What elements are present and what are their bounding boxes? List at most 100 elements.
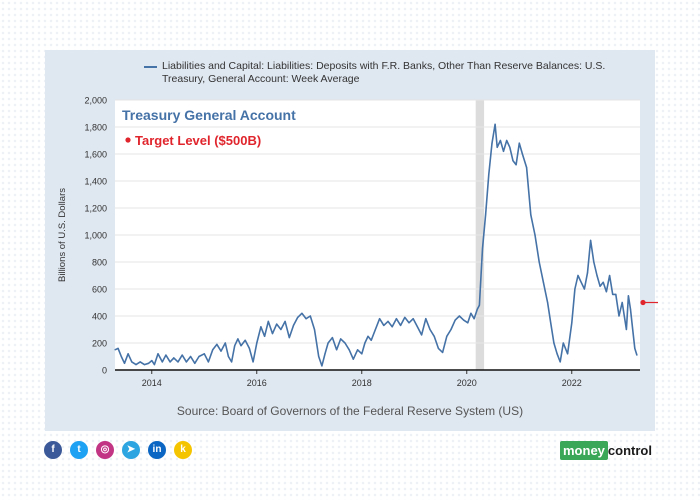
data-point [550, 322, 552, 324]
x-tick-label: 2018 [352, 378, 372, 388]
telegram-icon[interactable]: ➤ [122, 441, 140, 459]
data-point [153, 364, 155, 366]
data-point [521, 153, 524, 155]
data-point [212, 349, 214, 351]
data-point [252, 361, 254, 363]
data-point [502, 150, 505, 152]
data-point [577, 274, 579, 277]
data-point [194, 362, 196, 364]
facebook-icon[interactable]: f [44, 441, 62, 459]
data-point [567, 353, 569, 355]
data-point [240, 345, 242, 347]
legend-label: Liabilities and Capital: Liabilities: De… [162, 60, 606, 85]
data-point [463, 319, 465, 321]
data-point [284, 320, 286, 322]
data-point [446, 335, 448, 337]
data-point [120, 355, 122, 358]
data-point [237, 338, 239, 340]
x-tick-label: 2020 [457, 378, 477, 388]
data-point [496, 146, 498, 148]
data-point [395, 318, 397, 320]
twitter-icon[interactable]: t [70, 441, 88, 459]
data-point [331, 337, 333, 339]
data-point [181, 354, 183, 356]
data-point [207, 361, 209, 363]
data-point [169, 361, 171, 363]
data-point [400, 324, 402, 326]
data-point [494, 123, 496, 125]
data-point [571, 322, 573, 324]
data-point [127, 353, 129, 355]
y-tick-label: 1,400 [84, 177, 107, 187]
data-point [324, 353, 326, 355]
data-point [625, 328, 628, 331]
data-point [618, 315, 620, 317]
data-point [185, 361, 187, 363]
data-point [148, 362, 150, 364]
chart-annotation-title: Treasury General Account [122, 107, 296, 123]
data-point [586, 272, 589, 274]
data-point [227, 355, 229, 358]
y-tick-label: 2,000 [84, 96, 107, 106]
data-point [530, 214, 532, 216]
data-point [379, 318, 381, 320]
y-axis-label: Billions of U.S. Dollars [57, 188, 68, 282]
data-point [476, 308, 478, 310]
data-point [450, 328, 452, 331]
data-point [361, 353, 363, 355]
data-point [256, 342, 258, 344]
data-point [260, 326, 262, 328]
data-point [408, 322, 410, 324]
y-tick-label: 1,000 [84, 231, 107, 241]
data-point [593, 261, 595, 263]
data-point [344, 342, 346, 344]
data-point [383, 324, 385, 326]
data-point [161, 361, 163, 363]
data-point [473, 318, 475, 320]
data-point [515, 164, 517, 166]
logo-part-money: money [560, 441, 608, 460]
data-point [198, 355, 200, 358]
y-tick-label: 400 [92, 312, 107, 322]
data-point [416, 326, 418, 328]
data-point [506, 139, 508, 142]
data-point [220, 350, 222, 352]
data-point [404, 316, 406, 318]
data-point [248, 347, 250, 349]
data-point [433, 335, 435, 337]
data-point [421, 334, 423, 336]
data-point [177, 361, 179, 363]
data-point [627, 295, 630, 297]
data-point [309, 315, 311, 317]
data-point [165, 354, 167, 356]
data-point [615, 293, 617, 295]
data-point [412, 318, 414, 320]
data-point [580, 281, 582, 283]
data-point [114, 349, 116, 351]
x-tick-label: 2022 [562, 378, 582, 388]
data-point [276, 323, 278, 325]
data-point [583, 288, 586, 290]
koo-icon[interactable]: k [174, 441, 192, 459]
data-point [478, 304, 480, 306]
data-point [374, 328, 376, 331]
data-point [357, 349, 359, 351]
data-point [553, 342, 555, 344]
data-point [139, 361, 141, 363]
data-point [301, 312, 303, 314]
y-tick-label: 600 [92, 285, 107, 295]
data-point [632, 328, 634, 331]
data-point [612, 293, 614, 295]
data-point [391, 326, 393, 328]
instagram-icon[interactable]: ◎ [96, 441, 114, 459]
linkedin-icon[interactable]: in [148, 441, 166, 459]
data-point [340, 338, 342, 340]
data-point [321, 365, 323, 367]
data-point [190, 355, 192, 358]
data-point [470, 312, 472, 314]
moneycontrol-logo[interactable]: money control [560, 440, 657, 462]
data-point [117, 347, 119, 349]
data-point [499, 139, 501, 142]
y-tick-label: 1,600 [84, 150, 107, 160]
y-tick-label: 800 [92, 258, 107, 268]
